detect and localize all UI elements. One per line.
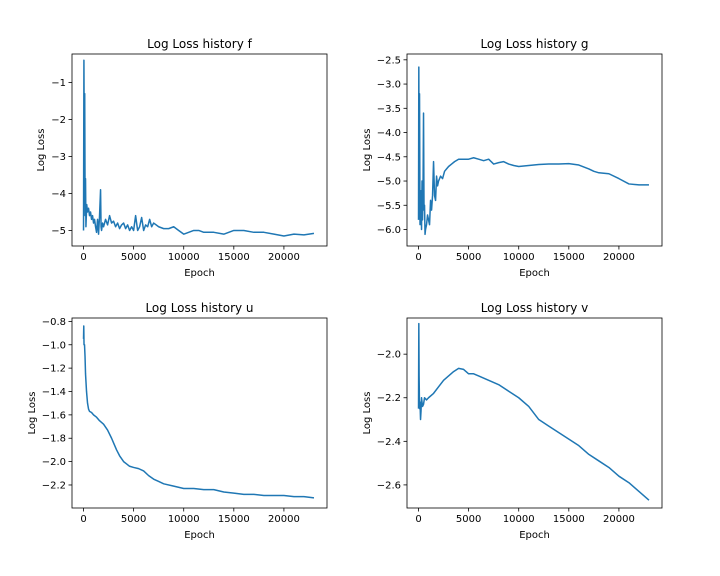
axes-frame [71, 53, 328, 247]
y-tick-label: −5.5 [377, 201, 401, 212]
x-axis-label: Epoch [184, 530, 215, 541]
x-tick-label: 10000 [168, 252, 200, 263]
x-tick-label: 0 [415, 252, 421, 263]
y-tick-label: −1.8 [42, 434, 66, 445]
x-tick-label: 20000 [603, 252, 635, 263]
x-tick-label: 0 [415, 514, 421, 525]
chart-title: Log Loss history u [145, 301, 253, 315]
x-tick-label: 15000 [553, 514, 585, 525]
x-tick-label: 5000 [456, 514, 481, 525]
y-axis-label: Log Loss [27, 392, 38, 435]
x-tick-label: 0 [80, 252, 86, 263]
x-tick-label: 15000 [218, 514, 250, 525]
subplot-log-loss-f: Log Loss history f Epoch Log Loss 0 5000 1… [36, 37, 328, 279]
y-axis-label: Log Loss [36, 129, 47, 172]
y-tick-label: −2 [51, 115, 66, 126]
chart-title: Log Loss history v [481, 301, 589, 315]
x-tick-label: 20000 [603, 514, 635, 525]
x-axis-label: Epoch [519, 268, 550, 279]
x-tick-label: 0 [80, 514, 86, 525]
x-tick-label: 5000 [121, 514, 146, 525]
x-tick-label: 10000 [503, 252, 535, 263]
x-tick-label: 5000 [121, 252, 146, 263]
x-tick-label: 15000 [553, 252, 585, 263]
y-tick-label: −1.2 [42, 364, 66, 375]
y-tick-label: −6.0 [377, 225, 401, 236]
axes-frame [406, 53, 663, 247]
subplot-log-loss-v: Log Loss history v Epoch Log Loss 0 5000 1… [362, 301, 663, 541]
y-tick-label: −5 [51, 226, 66, 237]
y-axis-label: Log Loss [362, 129, 373, 172]
subplot-log-loss-g: Log Loss history g Epoch Log Loss 0 5000 1… [362, 37, 663, 279]
x-tick-label: 20000 [268, 514, 300, 525]
y-tick-label: −1 [51, 78, 66, 89]
y-tick-label: −0.8 [42, 317, 66, 328]
y-tick-label: −2.0 [42, 457, 66, 468]
y-tick-label: −2.0 [377, 350, 401, 361]
y-tick-label: −4.5 [377, 152, 401, 163]
x-tick-label: 15000 [218, 252, 250, 263]
axes-frame [406, 317, 663, 509]
y-tick-label: −4 [51, 189, 66, 200]
subplot-log-loss-u: Log Loss history u Epoch Log Loss 0 5000 1… [27, 301, 328, 541]
y-tick-label: −2.2 [377, 393, 401, 404]
series-line [82, 325, 315, 499]
x-axis-label: Epoch [519, 530, 550, 541]
series-line [82, 59, 315, 237]
y-tick-label: −1.6 [42, 410, 66, 421]
x-tick-label: 5000 [456, 252, 481, 263]
y-tick-label: −1.4 [42, 387, 66, 398]
axes-frame [71, 317, 328, 509]
y-tick-label: −4.0 [377, 128, 401, 139]
y-tick-label: −3 [51, 152, 66, 163]
y-tick-label: −1.0 [42, 340, 66, 351]
chart-title: Log Loss history g [480, 37, 588, 51]
y-tick-label: −5.0 [377, 177, 401, 188]
series-line [417, 66, 649, 236]
y-axis-label: Log Loss [362, 392, 373, 435]
y-tick-label: −2.6 [377, 480, 401, 491]
x-tick-label: 20000 [268, 252, 300, 263]
x-tick-label: 10000 [503, 514, 535, 525]
x-tick-label: 10000 [168, 514, 200, 525]
y-tick-label: −3.5 [377, 104, 401, 115]
y-tick-label: −2.2 [42, 480, 66, 491]
y-tick-label: −3.0 [377, 80, 401, 91]
chart-title: Log Loss history f [147, 37, 252, 51]
series-line [417, 322, 650, 501]
y-tick-label: −2.4 [377, 437, 401, 448]
x-axis-label: Epoch [184, 268, 215, 279]
y-tick-label: −2.5 [377, 55, 401, 66]
